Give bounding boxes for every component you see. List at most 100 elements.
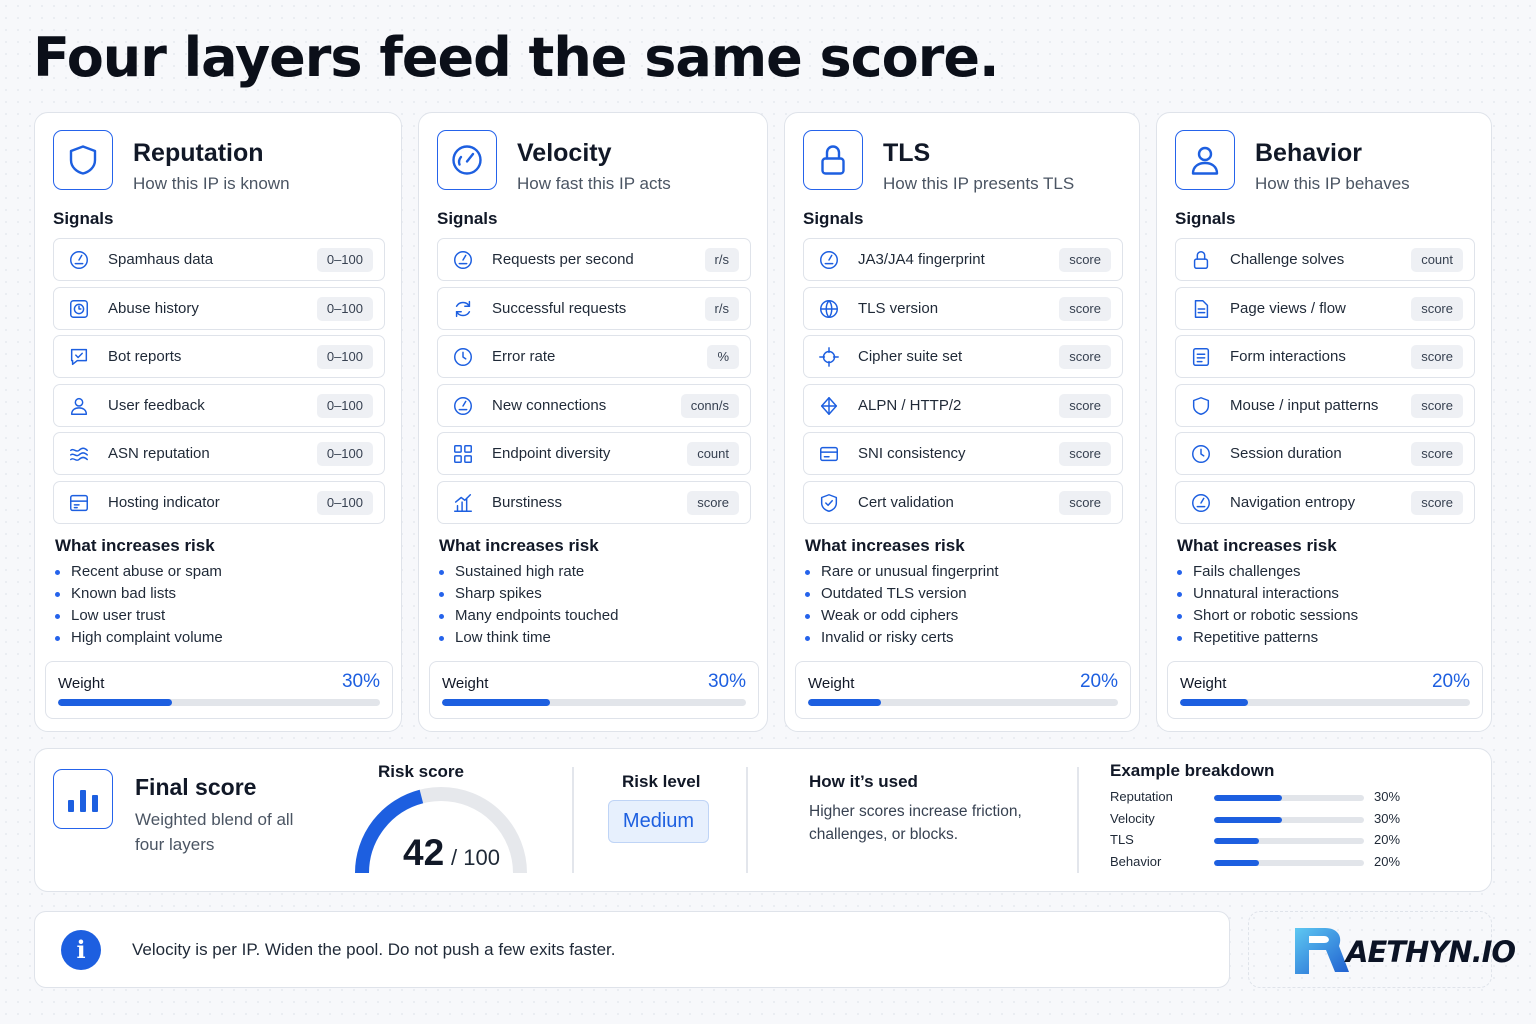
signals-heading: Signals (1175, 209, 1236, 228)
risk-heading: What increases risk (805, 536, 965, 555)
grid-icon (452, 443, 474, 465)
weight-label: Weight (808, 675, 855, 692)
card-subtitle: How this IP is known (133, 174, 290, 193)
breakdown-value: 20% (1374, 854, 1401, 869)
signals-heading: Signals (803, 209, 864, 228)
shield-icon (53, 130, 113, 190)
signal-row: Spamhaus data 0–100 (53, 238, 385, 281)
signal-unit-badge: score (1059, 490, 1111, 515)
signals-heading: Signals (437, 209, 498, 228)
how-used-text: Higher scores increase friction, challen… (809, 803, 1022, 843)
form-icon (1190, 346, 1212, 368)
card-title: TLS (883, 139, 931, 167)
signal-row: JA3/JA4 fingerprint score (803, 238, 1123, 281)
weight-value: 20% (1079, 671, 1118, 692)
weight-bar (1180, 699, 1470, 706)
signal-label: Session duration (1230, 445, 1342, 462)
brand-logo: AETHYN.IO (1248, 911, 1516, 988)
signal-row: Form interactions score (1175, 335, 1475, 378)
risk-item: High complaint volume (55, 627, 223, 649)
risk-item: Weak or odd ciphers (805, 605, 999, 627)
risk-score-gauge-fill (355, 789, 424, 873)
breakdown-bar (1214, 795, 1364, 801)
breakdown-bar-fill (1214, 860, 1259, 866)
signal-label: ASN reputation (108, 445, 210, 462)
signal-row: ALPN / HTTP/2 score (803, 383, 1123, 427)
signal-label: Burstiness (492, 493, 563, 511)
weight-value: 30% (707, 671, 746, 692)
signal-label: New connections (492, 396, 607, 414)
document-icon (1190, 298, 1212, 320)
page-title: Four layers feed the same score. (33, 26, 1000, 89)
signal-label: Spamhaus data (108, 251, 214, 268)
signal-row: Mouse / input patterns score (1175, 383, 1475, 427)
signal-row: Successful requests r/s (437, 286, 751, 330)
info-note-text: Velocity is per IP. Widen the pool. Do n… (132, 940, 616, 959)
waves-icon (68, 443, 90, 465)
risk-item: Known bad lists (55, 583, 223, 605)
weight-box: Weight 20% (795, 661, 1131, 719)
chat-check-icon (68, 346, 90, 368)
card-title: Behavior (1255, 139, 1362, 167)
risk-list: Fails challenges Unnatural interactions Sh… (1177, 561, 1358, 649)
risk-list: Sustained high rate Sharp spikes Many endp… (439, 561, 618, 649)
signal-unit-badge: score (1059, 345, 1111, 369)
breakdown-name: Behavior (1110, 854, 1162, 869)
gauge-icon (452, 249, 474, 271)
breakdown-bar-fill (1214, 838, 1259, 844)
signal-unit-badge: score (687, 490, 739, 515)
signal-label: Mouse / input patterns (1230, 396, 1379, 414)
signal-label: Bot reports (108, 348, 182, 365)
gauge-icon (68, 249, 90, 271)
weight-label: Weight (442, 675, 489, 692)
final-score-title: Final score (135, 774, 257, 800)
signal-unit-badge: 0–100 (316, 345, 373, 369)
risk-item: Short or robotic sessions (1177, 605, 1358, 627)
signal-unit-badge: score (1059, 393, 1111, 418)
breakdown-value: 30% (1374, 789, 1401, 804)
clock-icon (1190, 443, 1212, 465)
info-note: i Velocity is per IP. Widen the pool. Do… (34, 911, 1230, 988)
weight-bar-fill (58, 699, 172, 706)
signal-row: Page views / flow score (1175, 286, 1475, 330)
signal-row: SNI consistency score (803, 432, 1123, 475)
layer-card-reputation: Reputation How this IP is known Signals … (34, 112, 402, 732)
risk-score-label: Risk score (378, 762, 464, 781)
signal-label: JA3/JA4 fingerprint (858, 251, 985, 268)
signal-unit-badge: score (1411, 393, 1463, 418)
risk-list: Rare or unusual fingerprint Outdated TLS … (805, 561, 999, 649)
weight-box: Weight 30% (45, 661, 393, 719)
signal-list: Challenge solves count Page views / flow… (1175, 238, 1475, 529)
weight-bar (58, 699, 380, 706)
divider (1077, 767, 1079, 873)
risk-item: Invalid or risky certs (805, 627, 999, 649)
signal-label: Cert validation (858, 493, 954, 511)
network-icon (818, 395, 840, 417)
weight-bar (808, 699, 1118, 706)
signal-row: Challenge solves count (1175, 238, 1475, 281)
logo-text: AETHYN.IO (1346, 935, 1516, 969)
lock-icon (803, 130, 863, 190)
signal-row: Hosting indicator 0–100 (53, 480, 385, 524)
weight-label: Weight (1180, 675, 1227, 692)
signal-unit-badge: 0–100 (316, 248, 373, 272)
divider (572, 767, 574, 873)
globe-icon (818, 298, 840, 320)
signal-row: Session duration score (1175, 432, 1475, 475)
signal-row: TLS version score (803, 286, 1123, 330)
final-score-subtitle: Weighted blend of all four layers (135, 810, 294, 854)
signal-row: Abuse history 0–100 (53, 286, 385, 330)
breakdown-bar (1214, 838, 1364, 844)
risk-item: Unnatural interactions (1177, 583, 1358, 605)
signal-label: SNI consistency (858, 445, 966, 462)
breakdown-name: Velocity (1110, 811, 1155, 826)
breakdown-name: Reputation (1110, 789, 1173, 804)
risk-item: Repetitive patterns (1177, 627, 1358, 649)
risk-item: Rare or unusual fingerprint (805, 561, 999, 583)
signal-row: Bot reports 0–100 (53, 335, 385, 378)
lock-icon (1190, 249, 1212, 271)
risk-item: Recent abuse or spam (55, 561, 223, 583)
risk-item: Sustained high rate (439, 561, 618, 583)
signals-heading: Signals (53, 209, 114, 228)
signal-row: Cipher suite set score (803, 335, 1123, 378)
